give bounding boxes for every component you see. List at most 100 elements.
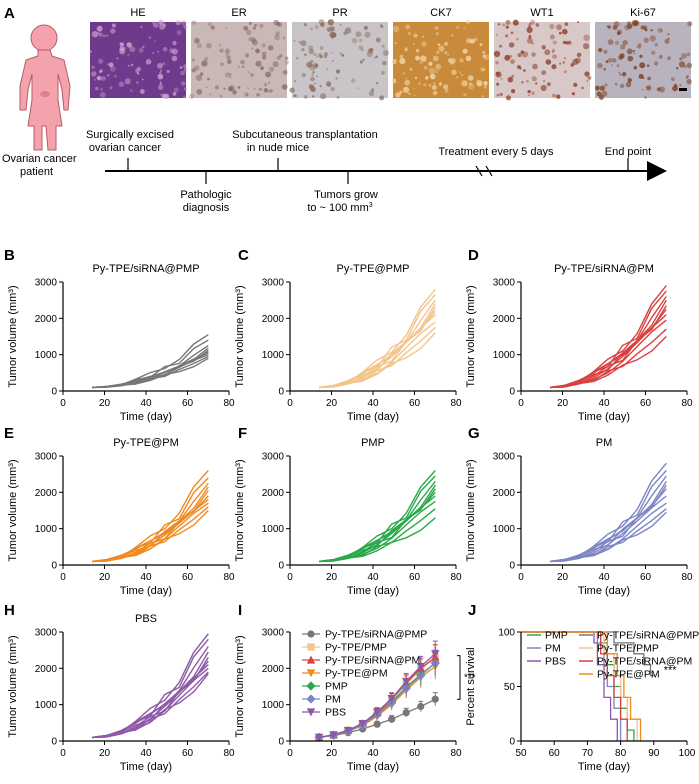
survival-curve <box>521 631 628 741</box>
x-tick-label: 20 <box>326 748 338 759</box>
stain-image-wt1 <box>493 19 592 101</box>
data-point <box>372 708 382 717</box>
series-line <box>319 508 436 563</box>
panel-label: I <box>238 602 242 619</box>
y-tick-label: 1000 <box>493 350 516 361</box>
chart-title: Py-TPE/siRNA@PMP <box>92 263 199 275</box>
x-axis-label: Time (day) <box>347 411 399 423</box>
event-pathology-line2: diagnosis <box>183 202 230 214</box>
x-tick-label: 60 <box>182 572 194 583</box>
panel-a: A Ovarian cancer patient HE ER PR CK7 WT1 Ki-… <box>2 5 693 214</box>
series-line <box>91 357 209 389</box>
y-axis-label: Tumor volume (mm³) <box>234 285 246 387</box>
stain-title-wt1: WT1 <box>530 7 553 19</box>
legend-marker <box>306 694 316 704</box>
significance-label: *** <box>664 664 678 676</box>
panel-label: B <box>4 247 15 264</box>
x-tick-label: 80 <box>450 572 462 583</box>
chart-panel-h: H PBS 0 20 40 60 80 0 1000 2000 3000 Time (day) Tumo… <box>4 602 235 773</box>
x-tick-label: 60 <box>640 398 652 409</box>
y-tick-label: 2000 <box>493 488 516 499</box>
stain-image-he <box>89 19 188 99</box>
y-tick-label: 1000 <box>262 524 285 535</box>
legend-entry: Py-TPE/PMP <box>325 642 387 654</box>
timeline: Surgically excised ovarian cancer Subcut… <box>86 129 667 214</box>
x-axis-label: Time (day) <box>120 411 172 423</box>
data-point <box>431 650 440 659</box>
y-tick-label: 3000 <box>262 452 285 463</box>
chart-panel-j: JPMPPMPBSPy-TPE/siRNA@PMPPy-TPE/PMPPy-TP… <box>465 602 699 773</box>
legend-marker <box>307 630 315 638</box>
chart-panel-g: G PM 0 20 40 60 80 0 1000 2000 3000 Time (day) Tumor… <box>465 425 693 597</box>
x-tick-label: 40 <box>367 398 379 409</box>
legend-marker <box>306 681 316 691</box>
y-tick-label: 0 <box>278 561 284 572</box>
chart-panel-c: C Py-TPE@PMP 0 20 40 60 80 0 1000 2000 3000 Time (d… <box>234 247 462 423</box>
survival-curve <box>521 631 654 677</box>
x-tick-label: 80 <box>223 572 235 583</box>
stain-title-ck7: CK7 <box>430 7 451 19</box>
series-line <box>91 657 209 739</box>
legend-entry: Py-TPE/siRNA@PMP <box>597 630 699 642</box>
stain-image-ki-67 <box>595 20 693 100</box>
chart-panel-d: D Py-TPE/siRNA@PM 0 20 40 60 80 0 1000 2000 3000 Ti… <box>465 247 693 423</box>
x-tick-label: 40 <box>140 572 152 583</box>
x-tick-label: 40 <box>140 398 152 409</box>
series-line <box>319 310 436 389</box>
x-tick-label: 0 <box>287 398 293 409</box>
x-tick-label: 0 <box>60 748 66 759</box>
x-axis-label: Time (day) <box>578 585 630 597</box>
y-tick-label: 0 <box>278 387 284 398</box>
chart-title: PM <box>596 437 613 449</box>
legend-entry: PBS <box>325 707 346 719</box>
data-point <box>402 709 410 717</box>
panel-label: G <box>468 425 480 442</box>
data-point <box>388 715 396 723</box>
x-tick-label: 50 <box>515 748 527 759</box>
y-tick-label: 50 <box>504 682 516 693</box>
series-line <box>91 490 209 563</box>
y-tick-label: 2000 <box>262 488 285 499</box>
significance-label: *** <box>464 672 476 683</box>
y-axis-label: Tumor volume (mm³) <box>7 459 19 561</box>
chart-title: PBS <box>135 613 157 625</box>
y-tick-label: 0 <box>51 387 57 398</box>
panel-label: F <box>238 425 247 442</box>
data-point <box>358 719 367 728</box>
stain-images: HE ER PR CK7 WT1 Ki-67 <box>89 7 693 101</box>
y-axis-label: Percent survival <box>465 647 477 725</box>
x-tick-label: 0 <box>518 398 524 409</box>
x-tick-label: 20 <box>557 572 569 583</box>
x-tick-label: 60 <box>409 748 421 759</box>
y-axis-label: Tumor volume (mm³) <box>234 635 246 737</box>
y-tick-label: 3000 <box>35 278 58 289</box>
series-line <box>549 511 667 563</box>
y-tick-label: 2000 <box>262 664 285 675</box>
series-line <box>91 486 209 563</box>
series-line <box>319 332 436 389</box>
x-tick-label: 40 <box>598 572 610 583</box>
legend-entry: Py-TPE/siRNA@PMP <box>325 629 427 641</box>
y-tick-label: 3000 <box>262 628 285 639</box>
x-tick-label: 60 <box>409 572 421 583</box>
panel-label: D <box>468 247 479 264</box>
legend-entry: PBS <box>545 656 566 668</box>
chart-panel-i: I Py-TPE/siRNA@PMPPy-TPE/PMPPy-TPE/siRNA@… <box>234 602 476 773</box>
chart-panel-f: F PMP 0 20 40 60 80 0 1000 2000 3000 Time (day) Tumo… <box>234 425 462 597</box>
x-tick-label: 0 <box>60 572 66 583</box>
y-tick-label: 0 <box>51 737 57 748</box>
data-point <box>416 662 425 671</box>
x-tick-label: 60 <box>182 748 194 759</box>
legend-marker <box>306 655 316 664</box>
x-tick-label: 20 <box>99 572 111 583</box>
y-tick-label: 2000 <box>493 314 516 325</box>
series-line <box>91 499 209 563</box>
data-point <box>329 731 338 740</box>
x-tick-label: 40 <box>367 748 379 759</box>
x-tick-label: 60 <box>409 398 421 409</box>
patient-label-line1: Ovarian cancer <box>2 153 77 165</box>
patient-figure <box>19 24 71 151</box>
legend-entry: PMP <box>545 630 568 642</box>
panel-label: E <box>4 425 14 442</box>
